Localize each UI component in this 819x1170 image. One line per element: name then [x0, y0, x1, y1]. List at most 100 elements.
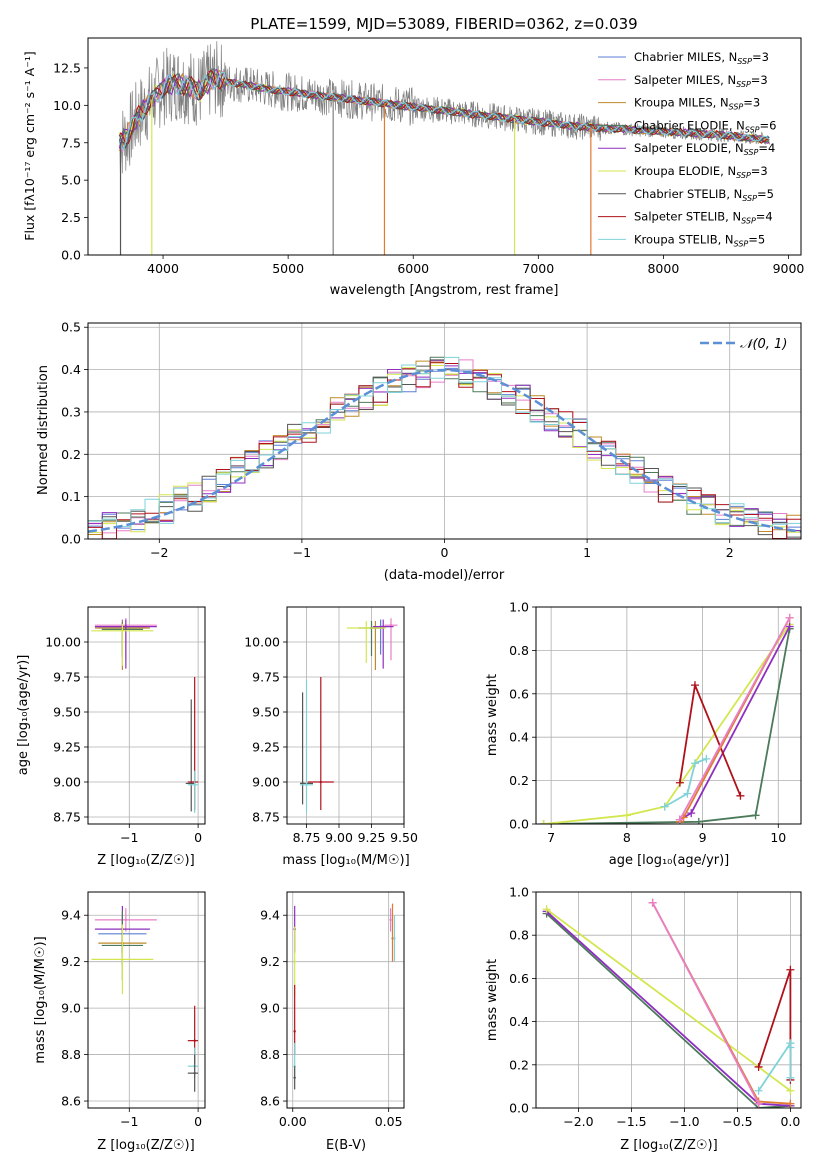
spectrum-legend-rest-8: =5 [748, 232, 765, 246]
spectrum-legend-rest-2: =3 [743, 96, 760, 110]
weight_vs_z-series-2 [546, 908, 791, 1092]
spectrum-legend-rest-4: =4 [758, 141, 775, 155]
weight_vs_z-ytick-label-0: 0.0 [509, 1101, 529, 1116]
residuals-xlabel: (data-model)/error [384, 568, 505, 583]
residuals-ytick-label-4: 0.4 [61, 362, 81, 377]
weight_vs_z-ytick-label-3: 0.6 [509, 971, 529, 986]
residuals-ytick-label-0: 0.0 [61, 532, 81, 547]
weight_vs_age-marker-2-1 [687, 809, 696, 818]
mass_vs_z-xtick-label-1: 0 [194, 1114, 202, 1129]
residuals-xtick-label-1: −1 [293, 545, 311, 560]
weight_vs_age-marker-3-1 [691, 681, 699, 690]
agemass-xlabel: mass [log₁₀(M/M☉)] [282, 853, 409, 868]
spectrum-lines [118, 41, 771, 255]
spectrum-legend-sub-3: SSP [745, 125, 760, 134]
weight_vs_age-xtick-label-0: 7 [547, 830, 555, 845]
weight_vs_age-ytick-label-2: 0.4 [509, 730, 529, 745]
weight_vs_age-marker-0-2 [751, 811, 760, 820]
weight_vs_z-xtick-label-1: −1.5 [616, 1114, 646, 1129]
spectrum-frame [87, 37, 802, 256]
weight_vs_z-marker-6-0 [648, 898, 657, 907]
age_vs_z-xtick-label-1: 0 [194, 830, 202, 845]
age_vs_mass-point-4 [382, 625, 385, 628]
age_vs_z-frame [87, 606, 206, 825]
histogram-kroupa_stelib [88, 356, 801, 527]
wz-xlabel: Z [log₁₀(Z/Z☉)] [620, 1138, 717, 1153]
spectrum-xtick-label-2: 6000 [397, 261, 429, 276]
weight_vs_age-marker-1-1 [622, 811, 631, 820]
weight_vs_age-marker-3-0 [675, 778, 684, 787]
age_vs_mass-xtick-label-0: 8.75 [293, 830, 321, 845]
weight_vs_z-xtick-label-2: −1.0 [669, 1114, 699, 1129]
weight_vs_z-marker-3-2 [786, 1099, 795, 1108]
weight_vs_age-marker-3-2 [736, 791, 745, 800]
mass_vs_ebv-point-3 [391, 937, 394, 940]
age_vs_mass-ytick-label-3: 9.50 [252, 705, 280, 720]
mass_vs_z-point-5 [121, 958, 124, 961]
spectrum-model-kroupa_miles [118, 69, 770, 151]
weight_vs_age-ytick-label-1: 0.2 [509, 773, 529, 788]
weight_vs_age-series-6 [679, 617, 791, 821]
residuals-frame [87, 322, 802, 540]
weight_vs_age-lines [539, 613, 794, 824]
age_vs_mass-ytick-label-5: 10.00 [244, 635, 280, 650]
spectrum-legend-label-1: Salpeter MILES, NSSP=3 [634, 73, 768, 89]
age_vs_mass-xtick-label-2: 9.25 [358, 830, 386, 845]
age_vs_z-axes: −1 0 8.75 9.00 9.25 9.50 9.75 10.00 [45, 607, 205, 845]
spectrum-legend-rest-7: =4 [756, 210, 773, 224]
chart-title: PLATE=1599, MJD=53089, FIBERID=0362, z=0… [250, 15, 637, 33]
agez-xlabel: Z [log₁₀(Z/Z☉)] [97, 853, 194, 868]
spectrum-legend-rest-6: =5 [757, 187, 774, 201]
massz-ylabel: mass [log₁₀(M/M☉)] [33, 936, 48, 1063]
spectrum-legend-sub-6: SSP [742, 194, 757, 203]
age_vs_mass-frame [286, 606, 405, 825]
weight_vs_age-series-0 [543, 628, 791, 824]
age_vs_mass-point-5 [365, 626, 368, 630]
weight_vs_age-series-4 [664, 758, 707, 808]
age_vs_mass-xtick-label-3: 9.50 [390, 830, 418, 845]
mass_vs_ebv-axes: 0.00 0.05 8.6 8.8 9.0 9.2 9.4 [260, 892, 404, 1129]
age_vs_z-point-4 [124, 625, 128, 628]
weight_vs_age-marker-6-0 [675, 815, 684, 824]
mass_vs_ebv-xtick-label-0: 0.00 [279, 1114, 307, 1129]
mass_vs_ebv-frame [286, 891, 405, 1109]
mass_vs_z-ytick-label-3: 9.2 [61, 954, 81, 969]
weight_vs_z-xtick-label-3: −0.5 [722, 1114, 752, 1129]
weight_vs_age-ytick-label-0: 0.0 [509, 817, 529, 832]
spectrum-model-kroupa_stelib [118, 71, 770, 150]
weight_vs_z-xtick-label-0: −2.0 [563, 1114, 593, 1129]
weight_vs_z-marker-2-1 [786, 1086, 795, 1095]
weight_vs_age-marker-2-2 [785, 622, 794, 631]
age_vs_z-points [91, 618, 199, 813]
spectrum-legend-label-0: Chabrier MILES, NSSP=3 [634, 50, 769, 66]
spectrum-xtick-label-0: 4000 [147, 261, 179, 276]
mass_vs_ebv-xtick-label-1: 0.05 [375, 1114, 403, 1129]
spectrum-legend-label-7: Salpeter STELIB, NSSP=4 [634, 210, 773, 226]
spectrum-ytick-label-2: 5.0 [61, 173, 81, 188]
age_vs_mass-ytick-label-0: 8.75 [252, 810, 280, 825]
weight_vs_age-marker-4-1 [683, 789, 692, 798]
weight_vs_z-xtick-label-4: 0.0 [780, 1114, 800, 1129]
spectrum-xtick-label-3: 7000 [522, 261, 554, 276]
mass_vs_ebv-ytick-label-3: 9.2 [260, 954, 280, 969]
age_vs_mass-xtick-label-1: 9.00 [325, 830, 353, 845]
weight_vs_age-ytick-label-4: 0.8 [509, 643, 529, 658]
spectrum-ylabel: Flux [fλ10⁻¹⁷ erg cm⁻² s⁻¹ A⁻¹] [22, 51, 37, 240]
spectrum-legend-rest-1: =3 [751, 73, 768, 87]
mass_vs_z-ytick-label-0: 8.6 [61, 1094, 81, 1109]
wage-xlabel: age [log₁₀(age/yr)] [609, 853, 730, 868]
spectrum-legend-rest-3: =6 [760, 118, 777, 132]
age_vs_z-point-6 [190, 782, 193, 785]
spectrum-legend-sub-8: SSP [734, 239, 749, 248]
age_vs_z-ytick-label-1: 9.00 [53, 775, 81, 790]
residuals-ytick-label-5: 0.5 [61, 320, 81, 335]
weight_vs_age-marker-1-0 [539, 820, 548, 824]
mass_vs_z-point-8 [193, 1071, 196, 1075]
spectrum-legend-label-3: Chabrier ELODIE, NSSP=6 [634, 118, 776, 134]
spectrum-legend-rest-0: =3 [752, 50, 769, 64]
mass_vs_z-ytick-label-1: 8.8 [61, 1047, 81, 1062]
age_vs_mass-points [300, 618, 398, 813]
residual-legend-label: 𝒩(0, 1) [740, 337, 787, 352]
massebv-xlabel: E(B-V) [326, 1138, 366, 1153]
age_vs_z-ytick-label-2: 9.25 [53, 740, 81, 755]
